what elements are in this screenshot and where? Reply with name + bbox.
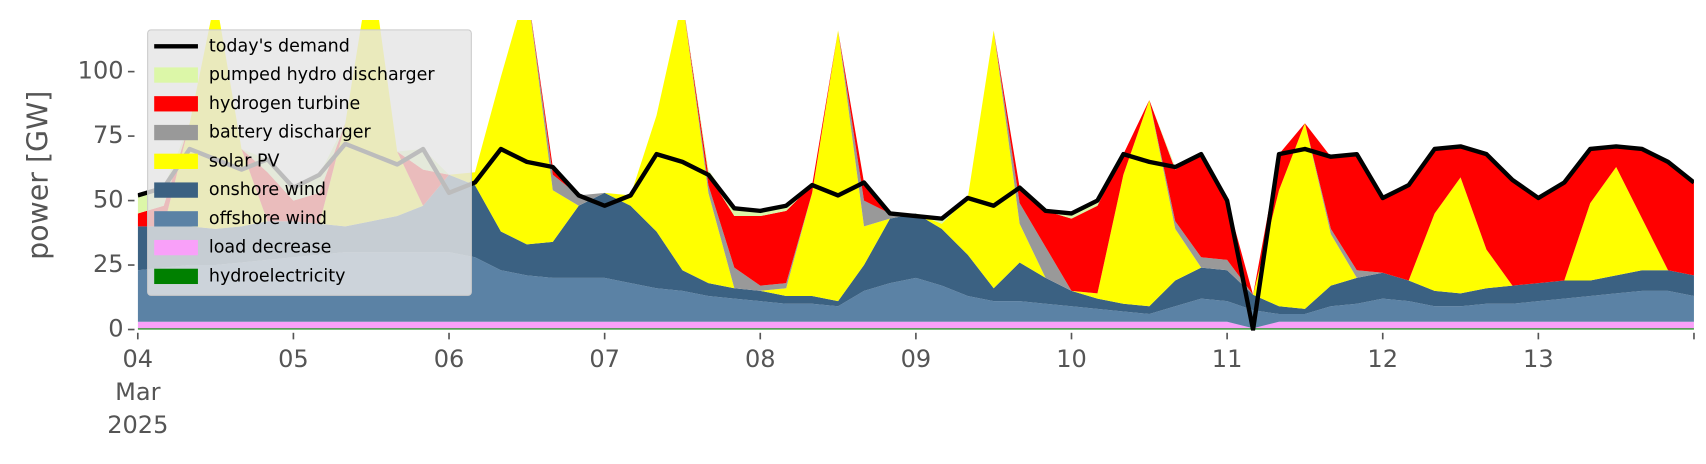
x-tick-label: 08 <box>745 345 776 373</box>
legend-swatch <box>154 268 198 285</box>
x-tick-label: 04 <box>122 345 153 373</box>
legend-swatch <box>154 153 198 169</box>
legend-label: onshore wind <box>209 180 326 200</box>
legend-swatch <box>154 124 198 141</box>
plot-area <box>137 20 1694 331</box>
x-tick-label: 11 <box>1212 345 1243 373</box>
x-date-label: 2025 <box>107 411 168 439</box>
legend-label: offshore wind <box>209 209 327 229</box>
legend-swatch <box>154 182 198 198</box>
legend-label: solar PV <box>209 151 280 171</box>
area <box>137 321 1694 329</box>
y-tick-label: 0 <box>108 315 123 343</box>
area <box>137 328 1694 330</box>
x-tick-label: 07 <box>589 345 620 373</box>
y-tick-label: 50 <box>93 186 124 214</box>
legend-label: hydroelectricity <box>209 266 346 286</box>
x-tick-label: 09 <box>901 345 932 373</box>
y-tick-label: 100 <box>78 57 124 85</box>
legend-swatch <box>154 96 198 112</box>
x-tick-label: 10 <box>1056 345 1087 373</box>
y-tick-label: 75 <box>93 121 124 149</box>
legend-swatch <box>154 67 198 83</box>
legend-label: today's demand <box>209 36 350 56</box>
legend: today's demand pumped hydro discharger hyd… <box>147 29 472 296</box>
x-tick-label: 13 <box>1523 345 1554 373</box>
legend-label: load decrease <box>209 238 332 258</box>
x-date-label: Mar <box>115 378 160 406</box>
legend-label: pumped hydro discharger <box>209 65 436 85</box>
x-tick-label: 12 <box>1367 345 1398 373</box>
axes: 0 25 50 75 100 04 05 06 07 08 09 10 11 12 13 Mar 2025 <box>78 57 1695 439</box>
x-tick-label: 05 <box>278 345 309 373</box>
y-axis-title: power [GW] <box>21 91 54 260</box>
x-tick-label: 06 <box>434 345 465 373</box>
legend-label: battery discharger <box>209 123 372 143</box>
area <box>137 174 1694 315</box>
area <box>137 20 1694 295</box>
legend-swatch <box>154 211 198 227</box>
area <box>137 252 1694 329</box>
legend-label: hydrogen turbine <box>209 94 360 114</box>
legend-swatch <box>154 239 198 256</box>
legend-box <box>147 29 472 296</box>
area <box>137 20 1694 309</box>
y-tick-label: 25 <box>93 250 124 278</box>
